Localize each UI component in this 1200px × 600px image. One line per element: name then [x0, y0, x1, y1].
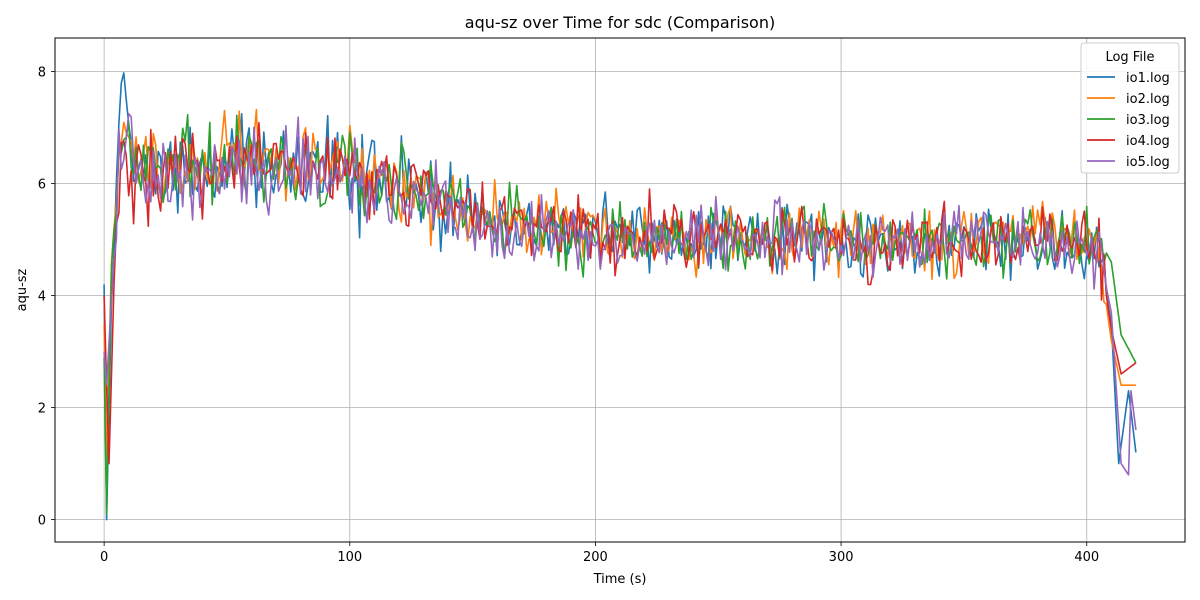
legend-label: io3.log [1126, 113, 1170, 128]
y-axis-ticks: 0 2 4 6 8 [38, 66, 55, 529]
series-layer [103, 72, 1137, 521]
x-tick-label: 200 [583, 550, 608, 565]
y-axis-label: aqu-sz [15, 268, 30, 311]
legend: Log File io1.log io2.log io3.log io4.log io5… [1080, 42, 1180, 174]
y-tick-label: 2 [38, 402, 46, 417]
y-tick-label: 0 [38, 514, 46, 529]
x-tick-label: 0 [100, 550, 108, 565]
legend-label: io5.log [1126, 155, 1170, 170]
legend-label: io4.log [1126, 134, 1170, 149]
chart-title: aqu-sz over Time for sdc (Comparison) [465, 13, 775, 32]
y-tick-label: 8 [38, 66, 46, 81]
y-tick-label: 4 [38, 290, 46, 305]
grid-lines [55, 38, 1185, 542]
legend-items: io1.log io2.log io3.log io4.log io5.log [1087, 71, 1170, 170]
x-axis-label: Time (s) [593, 572, 647, 587]
series-line-io1 [103, 72, 1137, 521]
x-axis-ticks: 0 100 200 300 400 [100, 542, 1099, 565]
x-tick-label: 100 [337, 550, 362, 565]
x-tick-label: 300 [829, 550, 854, 565]
legend-label: io1.log [1126, 71, 1170, 86]
series-line-io5 [103, 112, 1137, 476]
y-tick-label: 6 [38, 178, 46, 193]
x-tick-label: 400 [1074, 550, 1099, 565]
legend-label: io2.log [1126, 92, 1170, 107]
plot-frame [54, 37, 1186, 543]
legend-title: Log File [1105, 50, 1154, 65]
series-line-io4 [103, 121, 1137, 465]
